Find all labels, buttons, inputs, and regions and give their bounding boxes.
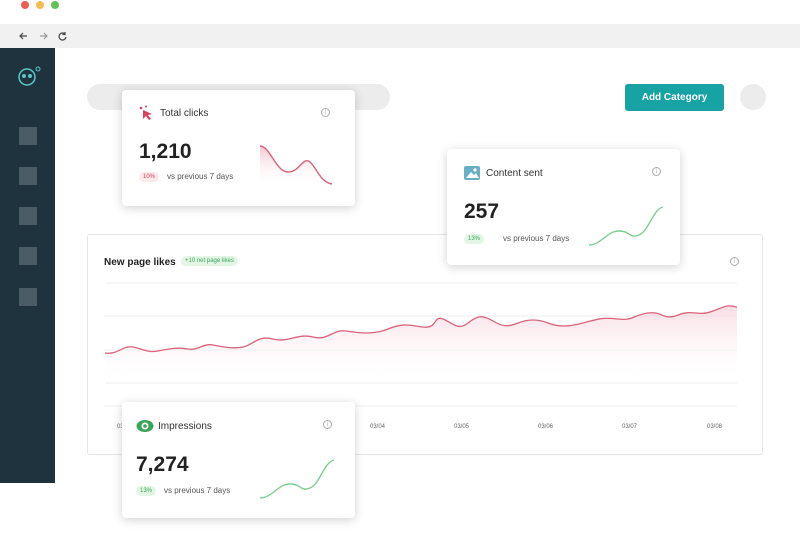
maximize-dot[interactable] xyxy=(51,1,59,9)
panel-badge: +10 net page likes xyxy=(181,256,238,266)
content-icon xyxy=(464,166,480,180)
card-title: Impressions xyxy=(158,421,212,432)
x-label: 03/04 xyxy=(370,424,386,430)
info-icon[interactable]: i xyxy=(652,167,661,176)
card-value: 257 xyxy=(464,200,500,223)
close-dot[interactable] xyxy=(21,1,29,9)
nav-icon[interactable] xyxy=(19,207,37,225)
logo[interactable] xyxy=(16,66,42,90)
card-value: 7,274 xyxy=(136,453,189,476)
card-value: 1,210 xyxy=(139,140,192,163)
card-change: 13% xyxy=(464,234,485,244)
minimize-dot[interactable] xyxy=(36,1,44,9)
x-label: 03/05 xyxy=(454,424,470,430)
clicks-icon xyxy=(139,105,152,120)
card-comparison: vs previous 7 days xyxy=(167,172,234,181)
nav-icon[interactable] xyxy=(19,247,37,265)
impressions-card[interactable]: Impressions i 7,274 13% vs previous 7 da… xyxy=(122,402,355,518)
nav-bar xyxy=(0,24,800,48)
content-card[interactable]: Content sent i 257 13% vs previous 7 day… xyxy=(447,149,680,265)
sparkline xyxy=(259,459,335,499)
nav-icon[interactable] xyxy=(19,288,37,306)
card-title: Total clicks xyxy=(160,108,209,119)
card-title: Content sent xyxy=(486,168,543,179)
card-comparison: vs previous 7 days xyxy=(503,234,570,243)
panel-title: New page likes xyxy=(104,257,176,268)
clicks-card[interactable]: Total clicks i 1,210 10% vs previous 7 d… xyxy=(122,90,355,206)
avatar[interactable] xyxy=(740,84,766,110)
nav-icon[interactable] xyxy=(19,167,37,185)
x-label: 03/07 xyxy=(622,424,638,430)
x-label: 03/08 xyxy=(707,424,723,430)
sparkline xyxy=(259,145,333,186)
card-comparison: vs previous 7 days xyxy=(164,486,231,495)
info-icon[interactable]: i xyxy=(323,420,332,429)
info-icon[interactable]: i xyxy=(730,257,739,266)
impressions-icon xyxy=(136,420,154,432)
card-change: 13% xyxy=(136,486,157,496)
x-label: 03/06 xyxy=(538,424,554,430)
likes-chart xyxy=(104,282,738,407)
sparkline xyxy=(588,206,664,246)
add-category-button[interactable]: Add Category xyxy=(625,84,724,111)
sidebar xyxy=(0,48,55,483)
nav-buttons[interactable] xyxy=(18,30,70,42)
card-change: 10% xyxy=(139,172,160,182)
info-icon[interactable]: i xyxy=(321,108,330,117)
title-bar xyxy=(0,0,800,24)
nav-icon[interactable] xyxy=(19,127,37,145)
